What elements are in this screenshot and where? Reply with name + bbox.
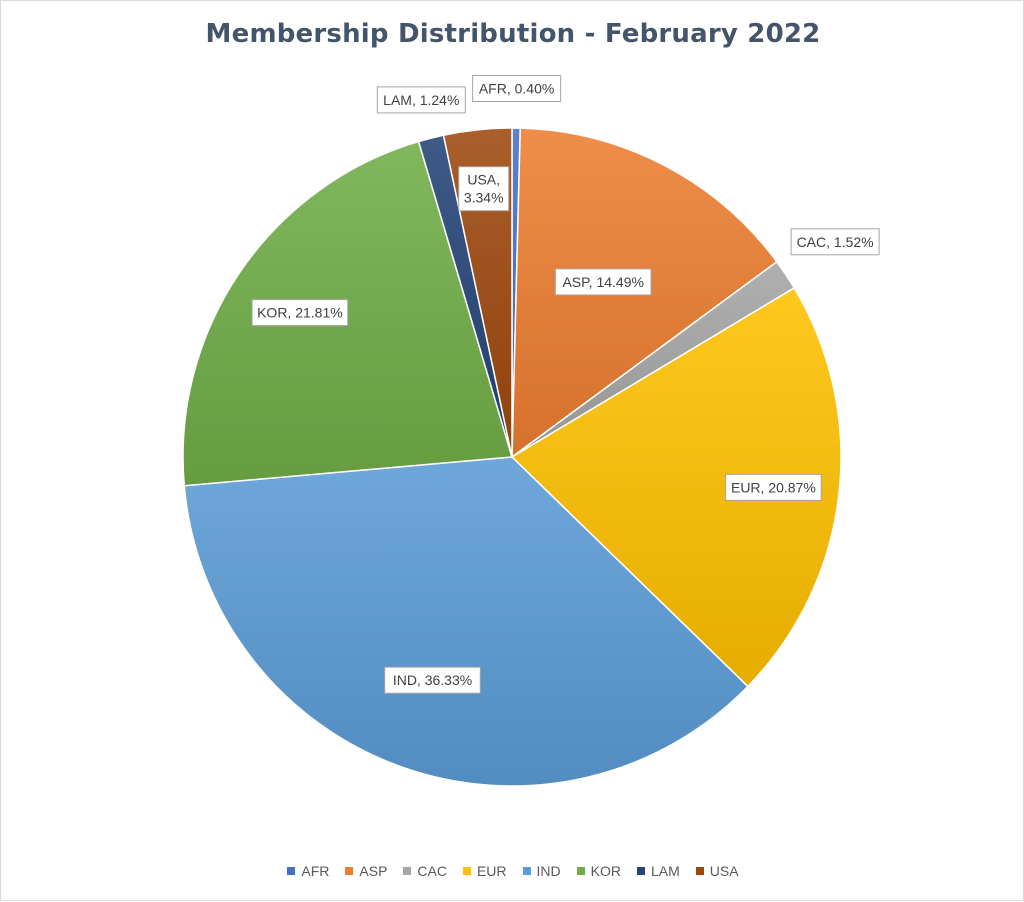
svg-text:ASP, 14.49%: ASP, 14.49% xyxy=(562,274,643,290)
data-label-kor: KOR, 21.81% xyxy=(251,299,349,327)
legend-swatch xyxy=(695,867,704,875)
pie-slice-eur xyxy=(510,286,842,688)
data-label-asp: ASP, 14.49% xyxy=(554,268,652,296)
legend-swatch xyxy=(637,867,645,875)
data-label-afr: AFR, 0.40% xyxy=(472,75,562,102)
legend-swatch xyxy=(522,867,531,875)
data-label-cac: CAC, 1.52% xyxy=(790,228,880,256)
legend-swatch xyxy=(462,867,471,875)
svg-text:3.34%: 3.34% xyxy=(464,190,504,206)
legend-swatch xyxy=(576,867,585,875)
legend-item-ind: IND xyxy=(522,863,561,879)
data-label-eur: EUR, 20.87% xyxy=(725,473,822,501)
legend-swatch xyxy=(345,867,354,875)
legend-label: IND xyxy=(536,863,561,879)
legend-label: USA xyxy=(709,863,739,879)
legend-item-cac: CAC xyxy=(403,863,447,879)
legend-item-asp: ASP xyxy=(345,863,387,879)
legend: AFR ASP CAC EUR IND KOR LAM USA xyxy=(1,863,1024,879)
svg-text:KOR, 21.81%: KOR, 21.81% xyxy=(257,305,343,321)
legend-label: LAM xyxy=(651,863,680,879)
legend-item-eur: EUR xyxy=(462,863,507,879)
legend-label: EUR xyxy=(476,863,507,879)
data-label-usa: USA, 3.34% xyxy=(458,166,510,212)
data-label-ind: IND, 36.33% xyxy=(384,666,481,694)
pie-slice-ind xyxy=(183,456,749,787)
svg-text:EUR, 20.87%: EUR, 20.87% xyxy=(731,479,816,495)
legend-swatch xyxy=(403,867,412,875)
legend-label: CAC xyxy=(417,863,447,879)
chart-title: Membership Distribution - February 2022 xyxy=(205,19,821,49)
svg-text:CAC, 1.52%: CAC, 1.52% xyxy=(797,234,874,250)
legend-item-afr: AFR xyxy=(287,863,329,879)
legend-label: ASP xyxy=(359,863,388,879)
svg-text:USA,: USA, xyxy=(467,172,500,188)
svg-text:AFR, 0.40%: AFR, 0.40% xyxy=(479,81,554,97)
legend-label: AFR xyxy=(301,863,330,879)
legend-item-usa: USA xyxy=(695,863,739,879)
svg-text:LAM, 1.24%: LAM, 1.24% xyxy=(383,92,459,108)
data-label-lam: LAM, 1.24% xyxy=(376,86,466,114)
legend-item-kor: KOR xyxy=(576,863,621,879)
legend-label: KOR xyxy=(590,863,621,879)
legend-swatch xyxy=(287,867,296,875)
legend-item-lam: LAM xyxy=(637,863,680,879)
svg-text:IND, 36.33%: IND, 36.33% xyxy=(393,672,472,688)
